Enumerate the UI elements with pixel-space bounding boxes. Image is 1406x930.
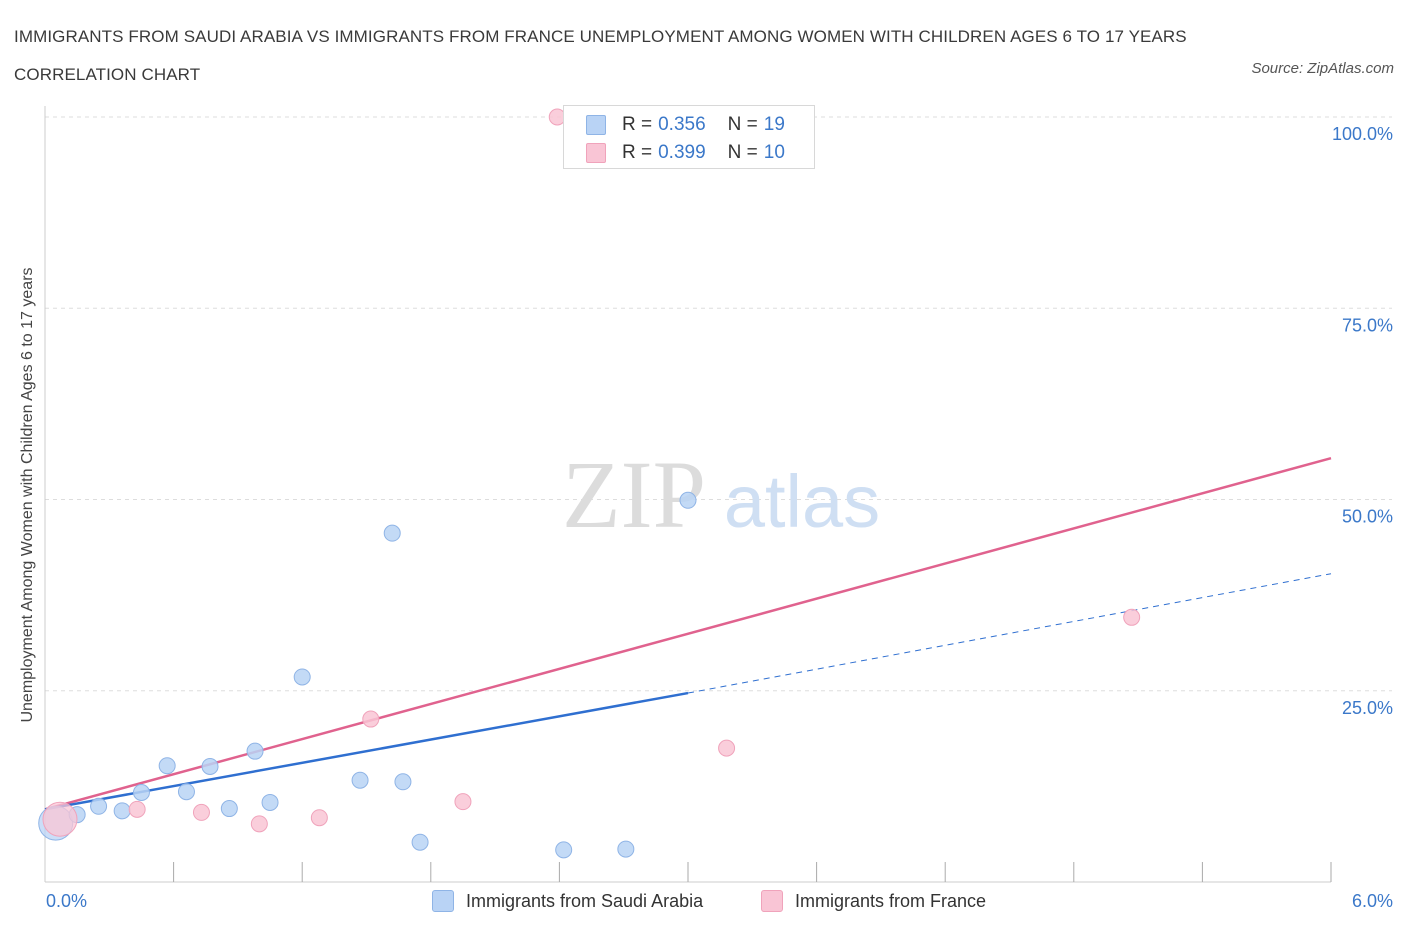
point-saudi [383, 524, 401, 542]
axes [44, 106, 1332, 883]
legend-label-france: Immigrants from France [795, 890, 987, 911]
legend-label-saudi: Immigrants from Saudi Arabia [466, 890, 704, 911]
point-saudi [158, 757, 176, 775]
legend-swatch-france [761, 890, 783, 912]
point-saudi [351, 771, 369, 789]
legend-swatch-saudi [586, 115, 606, 135]
grid-lines [45, 116, 1392, 692]
trend-line-saudi-extension [687, 573, 1332, 694]
point-saudi [394, 773, 412, 791]
point-france [362, 710, 380, 728]
point-france [454, 793, 472, 811]
chart-title: IMMIGRANTS FROM SAUDI ARABIA VS IMMIGRAN… [14, 27, 1187, 84]
trend-line-saudi [44, 691, 689, 811]
legend-n-value: 10 [763, 142, 785, 163]
x-axis-min-label: 0.0% [46, 891, 88, 911]
y-tick-label: 50.0% [1342, 507, 1393, 527]
point-saudi [220, 800, 238, 818]
point-saudi [113, 802, 131, 820]
y-tick-label: 75.0% [1342, 315, 1393, 335]
point-saudi [411, 833, 429, 851]
point-france [250, 815, 268, 833]
point-france [718, 739, 736, 757]
point-saudi [555, 841, 573, 859]
point-saudi [132, 783, 150, 801]
y-tick-label: 25.0% [1342, 698, 1393, 718]
y-tick-labels: 25.0% 50.0% 75.0% 100.0% [1332, 124, 1393, 718]
legend-item-france: Immigrants from France [761, 890, 986, 912]
point-saudi [261, 793, 279, 811]
point-saudi [201, 757, 219, 775]
point-france [192, 803, 210, 821]
legend-swatch-saudi [432, 890, 454, 912]
legend-r-label: R = [622, 114, 653, 135]
data-points [38, 108, 1141, 859]
point-saudi [90, 797, 108, 815]
y-axis-label: Unemployment Among Women with Children A… [19, 267, 36, 723]
legend-row-france: R = 0.399 N = 10 [586, 141, 785, 165]
point-france [42, 801, 78, 837]
series-legend: Immigrants from Saudi Arabia Immigrants … [0, 890, 1406, 916]
legend-item-saudi: Immigrants from Saudi Arabia [432, 890, 703, 912]
x-axis-max-label: 6.0% [1351, 891, 1393, 911]
legend-swatch-france [586, 143, 606, 163]
legend-r-value: 0.356 [658, 114, 706, 135]
point-saudi [679, 491, 697, 509]
point-saudi [293, 668, 311, 686]
point-saudi [177, 783, 195, 801]
correlation-legend: R = 0.356 N = 19 R = 0.399 N = 10 [563, 105, 815, 169]
point-france [310, 809, 328, 827]
legend-n-value: 19 [763, 114, 785, 135]
legend-r-value: 0.399 [658, 142, 706, 163]
legend-n-label: N = [727, 142, 758, 163]
legend-n-label: N = [727, 114, 758, 135]
legend-r-label: R = [622, 142, 653, 163]
legend-row-saudi: R = 0.356 N = 19 [586, 113, 785, 137]
watermark: ZIP atlas [562, 441, 880, 548]
watermark-atlas: atlas [724, 460, 880, 543]
chart-source: Source: ZipAtlas.com [1251, 60, 1394, 77]
y-tick-label: 100.0% [1332, 124, 1393, 144]
point-saudi [246, 742, 264, 760]
point-saudi [617, 840, 635, 858]
point-france [128, 800, 146, 818]
point-france [1123, 608, 1141, 626]
